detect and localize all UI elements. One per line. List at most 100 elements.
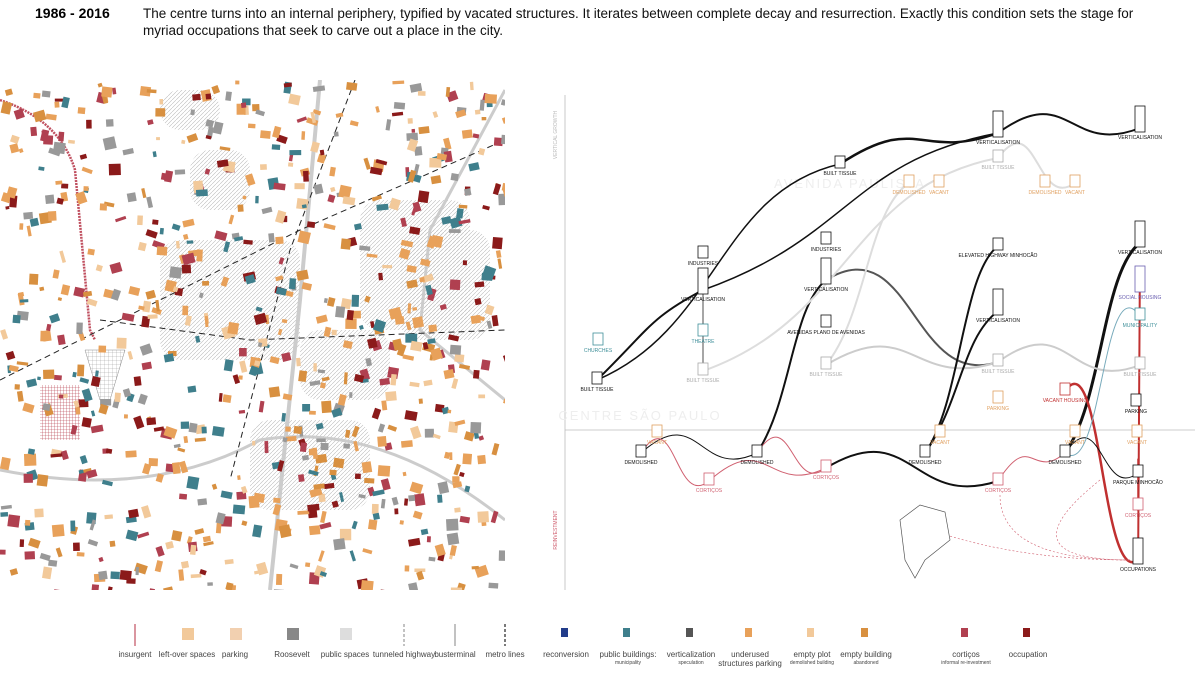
building	[114, 215, 127, 223]
node-label: SOCIAL HOUSING	[1119, 295, 1162, 301]
building	[126, 578, 136, 584]
building	[271, 144, 281, 151]
building	[491, 442, 500, 456]
node-label: VACANT	[930, 440, 950, 446]
building	[302, 403, 311, 412]
building	[319, 521, 332, 530]
building	[156, 246, 168, 256]
building	[142, 463, 152, 475]
building	[451, 378, 459, 390]
building	[190, 109, 195, 116]
building	[95, 264, 103, 272]
building	[340, 238, 352, 250]
building	[409, 425, 422, 440]
building	[42, 566, 53, 580]
legend-swatch	[686, 628, 693, 637]
building	[468, 162, 480, 172]
building	[385, 119, 392, 131]
building	[417, 190, 430, 204]
legend-item: empty plot demolished building	[780, 650, 844, 668]
building	[343, 443, 351, 449]
building	[19, 299, 29, 303]
node-label: BUILT TISSUE	[686, 378, 720, 384]
building	[309, 410, 316, 415]
building	[101, 86, 113, 98]
building	[296, 116, 308, 123]
building	[443, 451, 451, 460]
building	[473, 369, 480, 379]
building	[97, 82, 103, 88]
building	[272, 125, 282, 139]
building	[351, 520, 358, 530]
building	[215, 522, 222, 534]
node-icon	[992, 237, 1004, 251]
building	[145, 229, 158, 239]
building	[238, 375, 243, 380]
building	[449, 544, 457, 556]
building	[177, 447, 186, 453]
building	[402, 354, 415, 361]
building	[163, 425, 178, 439]
node-label: VERTICALISATION	[976, 140, 1020, 146]
building	[329, 166, 336, 177]
building	[79, 454, 88, 465]
building	[211, 426, 225, 437]
building	[354, 473, 361, 480]
building	[187, 385, 197, 393]
building	[367, 519, 378, 530]
building	[153, 426, 165, 432]
building	[463, 431, 475, 442]
building	[67, 139, 75, 144]
building	[302, 170, 309, 182]
building	[102, 136, 117, 151]
building	[123, 414, 128, 419]
building	[146, 417, 157, 426]
building	[22, 402, 35, 414]
building	[411, 128, 416, 133]
building	[449, 452, 453, 461]
node-icon	[592, 332, 604, 346]
building	[454, 419, 466, 426]
building	[56, 197, 64, 205]
building	[236, 491, 247, 500]
building	[345, 318, 357, 329]
building	[40, 330, 46, 342]
building	[306, 221, 316, 228]
building	[495, 250, 502, 259]
building	[309, 380, 321, 387]
building	[119, 569, 132, 581]
building	[497, 258, 503, 269]
background-label: AVENIDA PAULISTA	[774, 176, 926, 191]
building	[316, 438, 326, 443]
building	[77, 364, 85, 377]
node-label: VACANT	[1127, 440, 1147, 446]
building	[239, 347, 247, 357]
connection	[596, 289, 704, 381]
legend-label: public spaces	[320, 650, 370, 659]
building	[0, 101, 13, 115]
building	[98, 403, 109, 415]
building	[178, 460, 189, 474]
node-icon	[1130, 393, 1142, 407]
building	[0, 504, 12, 510]
building	[323, 298, 328, 304]
building	[152, 151, 157, 158]
node-icon	[1069, 424, 1081, 438]
building	[452, 476, 460, 483]
building	[151, 307, 162, 315]
building	[471, 565, 479, 570]
building	[407, 537, 421, 547]
building	[48, 559, 58, 567]
building	[211, 85, 221, 95]
metro	[99, 319, 505, 341]
building	[171, 223, 181, 231]
legend-item: parking	[203, 650, 267, 659]
building	[288, 278, 297, 290]
connection	[825, 268, 999, 366]
building	[156, 137, 160, 141]
node-label: DEMOLISHED	[740, 460, 773, 466]
building	[220, 490, 233, 500]
building	[60, 284, 71, 296]
building	[111, 87, 117, 95]
legend-item: tunneled highway	[372, 650, 436, 659]
